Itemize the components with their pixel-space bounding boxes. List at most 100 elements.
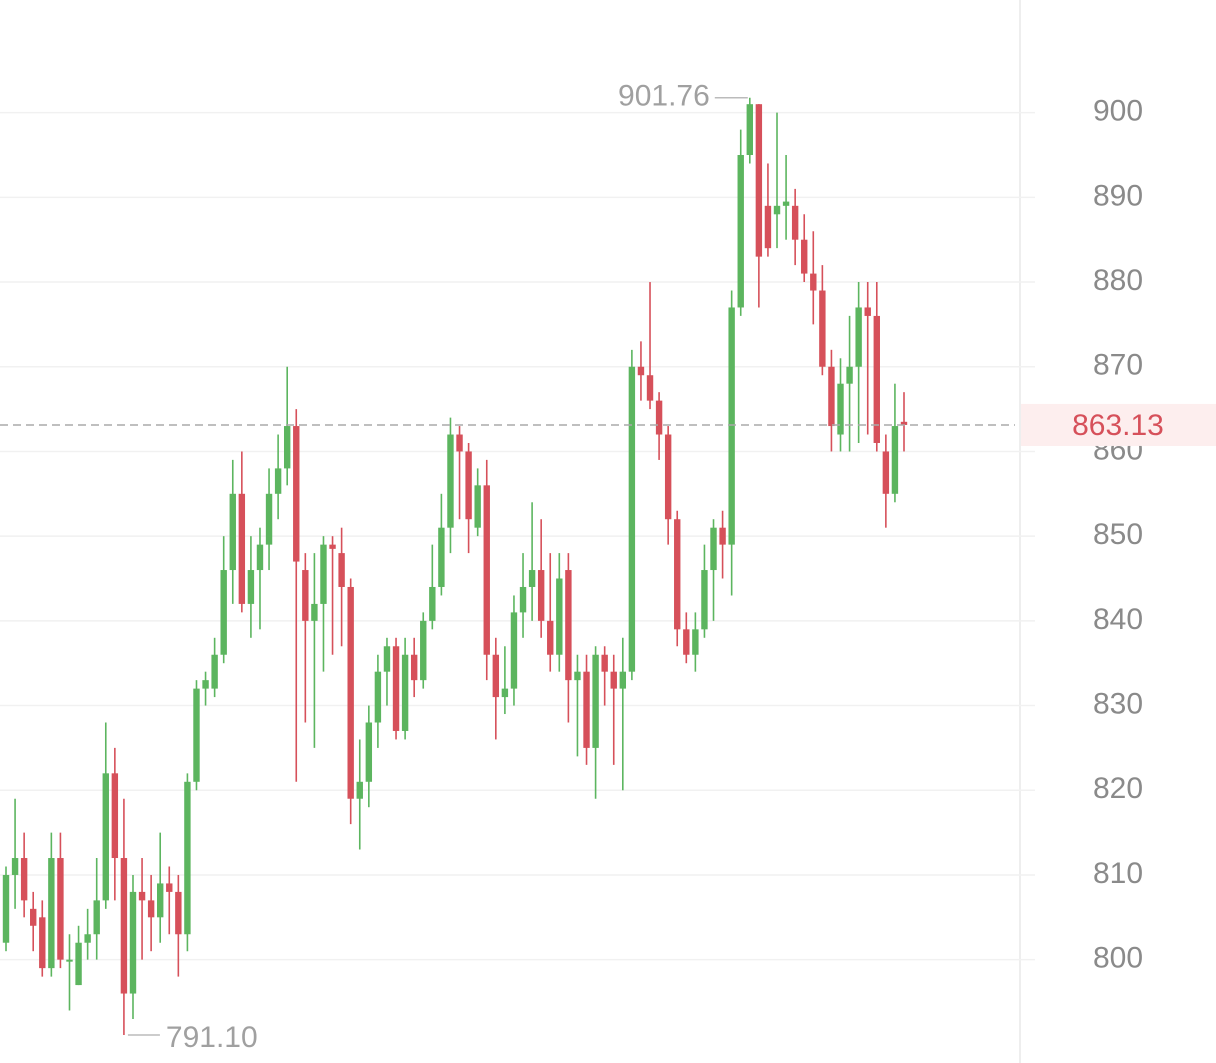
candle-body [157, 883, 164, 918]
min-label: 791.10 [166, 1021, 258, 1054]
candle-body [265, 493, 273, 545]
candle-body [347, 586, 354, 799]
candle-body [547, 620, 554, 655]
candle-body [111, 773, 119, 859]
y-tick-label: 820 [1093, 772, 1143, 805]
candle-body [356, 781, 363, 799]
candle-body [84, 934, 91, 943]
candle-body [11, 858, 19, 875]
candle-body [329, 544, 336, 549]
candle-body [383, 646, 391, 672]
candle-body [810, 273, 817, 291]
candle-body [420, 620, 427, 681]
candle-body [746, 104, 753, 156]
candle-body [75, 942, 82, 986]
candle-body [401, 654, 409, 731]
candle-body [655, 400, 663, 435]
candle-body [873, 315, 880, 443]
candle-body [93, 900, 100, 935]
candle-body [692, 629, 699, 655]
candle-body [537, 570, 545, 621]
candle-body [302, 570, 309, 621]
candle-body [293, 426, 300, 562]
candle-body [238, 493, 246, 604]
candle-body [674, 519, 681, 630]
candle-body [120, 858, 128, 994]
candle-body [147, 900, 155, 918]
candle-body [184, 781, 191, 935]
candle-body [410, 654, 418, 681]
candle-body [211, 654, 218, 689]
candle-body [528, 570, 536, 587]
candle-body [556, 578, 563, 655]
candle-body [57, 858, 64, 960]
candle-body [592, 654, 599, 748]
candle-body [66, 959, 73, 962]
last-price-box [1021, 403, 1216, 446]
y-tick-label: 810 [1093, 857, 1143, 890]
y-tick-label: 850 [1093, 518, 1143, 551]
candle-body [819, 290, 826, 367]
max-label: 901.76 [618, 80, 710, 113]
y-tick-label: 880 [1093, 264, 1143, 297]
candle-body [519, 586, 527, 613]
candle-body [438, 527, 445, 587]
candle-body [392, 646, 400, 731]
candle-body [492, 654, 500, 698]
candle-body [283, 426, 291, 469]
candle-body [39, 917, 46, 969]
candle-body [646, 375, 654, 401]
candle-body [601, 654, 608, 672]
candle-body [900, 421, 908, 425]
y-tick-label: 840 [1093, 603, 1143, 636]
candle-body [855, 307, 862, 367]
candle-body [565, 570, 572, 681]
candle-body [501, 688, 509, 698]
candle-body [574, 671, 581, 681]
candle-body [465, 451, 472, 520]
candle-body [583, 671, 590, 748]
candle-body [719, 527, 726, 545]
candle-body [837, 383, 844, 435]
candle-body [710, 527, 717, 571]
candle-body [846, 366, 853, 384]
candle-body [456, 434, 463, 452]
candle-body [773, 205, 781, 215]
candle-body [510, 612, 518, 689]
candle-body [619, 671, 627, 689]
candle-body [764, 205, 772, 249]
candle-body [447, 434, 454, 528]
candle-body [365, 722, 373, 782]
candle-body [129, 891, 137, 994]
candle-body [782, 201, 790, 206]
candle-body [175, 891, 182, 935]
candle-body [247, 570, 255, 604]
candle-body [737, 155, 744, 308]
candle-body [256, 544, 264, 571]
candle-body [882, 451, 890, 494]
candle-body [374, 671, 382, 723]
candle-body [801, 239, 808, 274]
candle-body [30, 908, 37, 926]
candle-body [728, 307, 735, 545]
candle-body [701, 570, 708, 630]
y-tick-label: 830 [1093, 687, 1143, 720]
candle-body [610, 671, 617, 689]
candle-body [483, 485, 490, 655]
candle-body [274, 468, 282, 494]
y-tick-label: 900 [1093, 95, 1143, 128]
candle-body [311, 603, 318, 621]
candle-body [791, 205, 799, 240]
candle-body [138, 891, 146, 901]
candle-body [828, 366, 835, 427]
candle-body [429, 586, 436, 621]
candle-body [220, 570, 227, 655]
candle-body [166, 883, 173, 892]
candle-body [20, 858, 28, 901]
candle-body [683, 629, 690, 655]
candle-body [48, 858, 55, 969]
candle-body [202, 680, 209, 689]
candle-body [102, 773, 109, 901]
y-tick-label: 870 [1093, 349, 1143, 382]
